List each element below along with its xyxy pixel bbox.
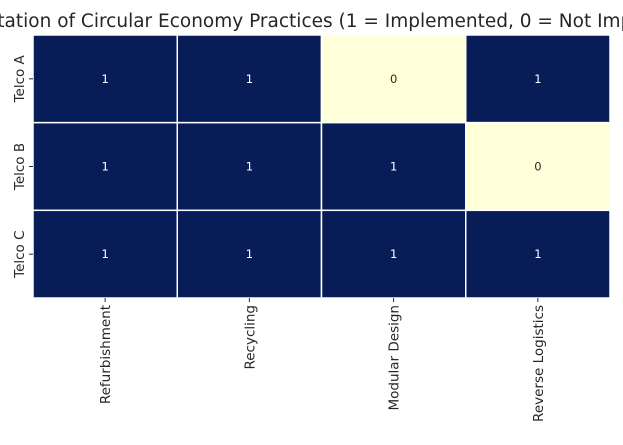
cell-value-label: 1 — [390, 247, 397, 261]
heatmap-cell — [465, 209, 611, 299]
cell-value-label: 1 — [390, 160, 397, 174]
heatmap-cell — [465, 34, 611, 124]
cell-value-label: 1 — [101, 72, 108, 86]
heatmap-cell — [320, 34, 467, 124]
cell-value-label: 1 — [246, 160, 253, 174]
chart-title: Implementation of Circular Economy Pract… — [0, 11, 623, 32]
heatmap-cell — [176, 209, 323, 299]
row-label: Telco C — [12, 230, 28, 278]
heatmap-cell — [32, 34, 178, 124]
cell-value-label: 1 — [246, 72, 253, 86]
cell-value-label: 1 — [534, 72, 541, 86]
cell-value-label: 1 — [101, 160, 108, 174]
heatmap-cell — [176, 34, 323, 124]
column-label: Modular Design — [387, 305, 403, 411]
heatmap-cell — [465, 121, 611, 212]
cell-value-label: 1 — [246, 247, 253, 261]
column-label: Reverse Logistics — [531, 305, 547, 422]
cell-value-label: 1 — [101, 247, 108, 261]
column-label: Refurbishment — [98, 305, 114, 404]
row-label: Telco B — [12, 143, 28, 191]
heatmap-cell — [176, 121, 323, 212]
row-labels: Telco A Telco B Telco C — [12, 54, 33, 279]
column-label: Recycling — [242, 305, 258, 370]
cell-value-label: 0 — [534, 160, 541, 174]
cell-value-label: 0 — [390, 72, 397, 86]
cell-value-label: 1 — [534, 247, 541, 261]
column-labels: Refurbishment Recycling Modular Design Reve… — [98, 298, 547, 422]
row-label: Telco A — [12, 54, 28, 103]
heatmap-cells: 1 1 0 1 1 1 1 0 1 1 1 1 — [32, 34, 611, 299]
heatmap-cell — [32, 121, 178, 212]
